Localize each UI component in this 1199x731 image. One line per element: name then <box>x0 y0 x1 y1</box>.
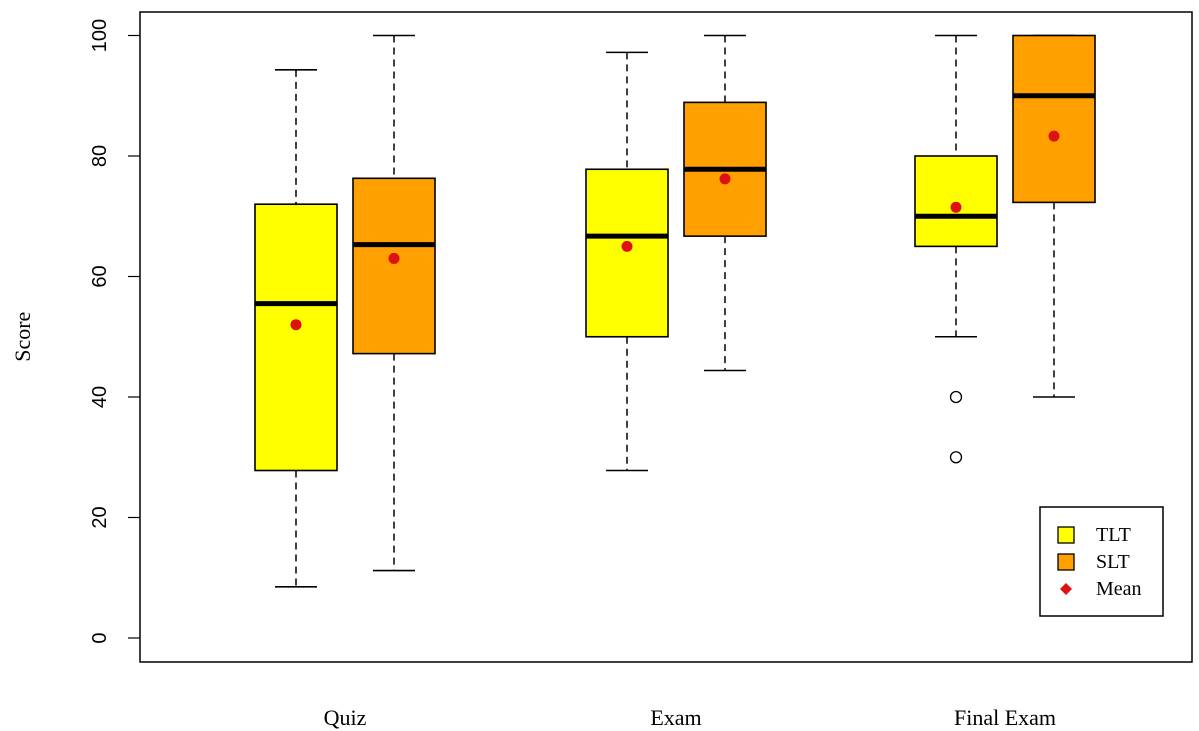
box-slt-2 <box>1012 34 1096 398</box>
legend: TLT SLT Mean <box>1039 506 1164 617</box>
y-tick-label: 40 <box>89 386 111 408</box>
legend-item-slt: SLT <box>1057 551 1130 573</box>
legend-diamond-icon <box>1060 583 1072 595</box>
x-category-label: Exam <box>650 705 701 730</box>
y-axis: 0 20 40 60 80 100 <box>89 19 140 644</box>
legend-label: Mean <box>1096 578 1142 600</box>
box-iqr <box>914 155 998 248</box>
y-tick-label: 0 <box>89 632 111 643</box>
box-tlt-2 <box>914 34 998 464</box>
box-iqr <box>352 177 436 355</box>
box-slt-1 <box>683 34 767 372</box>
y-tick-label: 60 <box>89 265 111 287</box>
legend-swatch <box>1057 553 1075 571</box>
mean-point <box>950 201 962 213</box>
x-category-label: Final Exam <box>954 705 1056 730</box>
legend-label: SLT <box>1096 551 1130 573</box>
outlier-point <box>949 390 963 404</box>
legend-box <box>1039 506 1164 617</box>
mean-point <box>1048 130 1060 142</box>
y-axis-label: Score <box>10 312 35 362</box>
outlier-point <box>949 451 963 464</box>
y-tick-label: 80 <box>89 145 111 167</box>
y-tick-label: 100 <box>89 19 111 52</box>
x-axis-categories: Quiz Exam Final Exam <box>324 705 1056 730</box>
legend-item-tlt: TLT <box>1057 524 1131 546</box>
box-slt-0 <box>352 34 436 572</box>
mean-point <box>621 240 633 252</box>
box-tlt-1 <box>585 51 669 472</box>
mean-point <box>388 252 400 264</box>
x-category-label: Quiz <box>324 705 367 730</box>
box-iqr <box>254 203 338 472</box>
mean-point <box>719 173 731 185</box>
box-iqr <box>1012 34 1096 204</box>
mean-point <box>290 319 302 331</box>
legend-label: TLT <box>1096 524 1131 546</box>
legend-swatch <box>1057 526 1075 544</box>
plot-area <box>139 11 1193 663</box>
box-iqr <box>585 168 669 338</box>
legend-item-mean: Mean <box>1060 578 1142 600</box>
y-tick-label: 20 <box>89 506 111 528</box>
box-tlt-0 <box>254 69 338 588</box>
plot-frame <box>139 11 1193 663</box>
